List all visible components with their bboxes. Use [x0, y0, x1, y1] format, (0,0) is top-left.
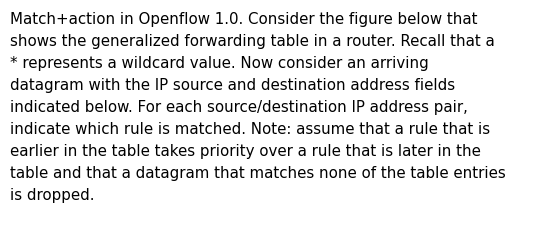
Text: Match+action in Openflow 1.0. Consider the figure below that: Match+action in Openflow 1.0. Consider t… [10, 12, 478, 27]
Text: datagram with the IP source and destination address fields: datagram with the IP source and destinat… [10, 78, 455, 93]
Text: indicate which rule is matched. Note: assume that a rule that is: indicate which rule is matched. Note: as… [10, 121, 490, 136]
Text: shows the generalized forwarding table in a router. Recall that a: shows the generalized forwarding table i… [10, 34, 495, 49]
Text: earlier in the table takes priority over a rule that is later in the: earlier in the table takes priority over… [10, 143, 481, 158]
Text: is dropped.: is dropped. [10, 187, 94, 202]
Text: * represents a wildcard value. Now consider an arriving: * represents a wildcard value. Now consi… [10, 56, 429, 71]
Text: indicated below. For each source/destination IP address pair,: indicated below. For each source/destina… [10, 100, 468, 114]
Text: table and that a datagram that matches none of the table entries: table and that a datagram that matches n… [10, 165, 506, 180]
